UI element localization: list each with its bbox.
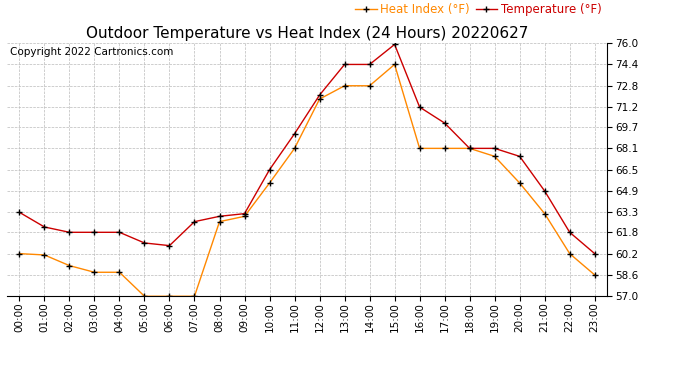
Text: Copyright 2022 Cartronics.com: Copyright 2022 Cartronics.com — [10, 47, 174, 57]
Line: Heat Index (°F): Heat Index (°F) — [16, 61, 598, 300]
Temperature (°F) — [15, 210, 23, 214]
Temperature (°F) — [90, 230, 99, 234]
Temperature (°F) — [591, 251, 599, 256]
Heat Index (°F) — [140, 294, 148, 298]
Temperature (°F) — [190, 219, 199, 224]
Temperature (°F) — [466, 146, 474, 151]
Heat Index (°F) — [40, 253, 48, 257]
Heat Index (°F) — [415, 146, 424, 151]
Heat Index (°F) — [566, 251, 574, 256]
Temperature (°F) — [66, 230, 74, 234]
Heat Index (°F) — [290, 146, 299, 151]
Heat Index (°F) — [340, 84, 348, 88]
Heat Index (°F) — [466, 146, 474, 151]
Heat Index (°F) — [215, 219, 224, 224]
Heat Index (°F) — [540, 211, 549, 216]
Temperature (°F) — [440, 121, 449, 125]
Heat Index (°F) — [240, 214, 248, 219]
Heat Index (°F) — [591, 273, 599, 277]
Temperature (°F) — [366, 62, 374, 67]
Heat Index (°F) — [266, 181, 274, 185]
Temperature (°F) — [290, 132, 299, 136]
Temperature (°F) — [240, 211, 248, 216]
Temperature (°F) — [166, 243, 174, 248]
Heat Index (°F) — [166, 294, 174, 298]
Temperature (°F) — [340, 62, 348, 67]
Legend: Heat Index (°F), Temperature (°F): Heat Index (°F), Temperature (°F) — [355, 3, 601, 16]
Heat Index (°F) — [366, 84, 374, 88]
Title: Outdoor Temperature vs Heat Index (24 Hours) 20220627: Outdoor Temperature vs Heat Index (24 Ho… — [86, 26, 529, 40]
Temperature (°F) — [215, 214, 224, 219]
Temperature (°F) — [540, 189, 549, 193]
Temperature (°F) — [391, 42, 399, 47]
Heat Index (°F) — [90, 270, 99, 274]
Line: Temperature (°F): Temperature (°F) — [16, 41, 598, 257]
Temperature (°F) — [491, 146, 499, 151]
Heat Index (°F) — [15, 251, 23, 256]
Heat Index (°F) — [190, 294, 199, 298]
Temperature (°F) — [40, 225, 48, 229]
Heat Index (°F) — [515, 181, 524, 185]
Temperature (°F) — [415, 105, 424, 110]
Heat Index (°F) — [391, 62, 399, 67]
Temperature (°F) — [515, 154, 524, 159]
Temperature (°F) — [266, 168, 274, 172]
Heat Index (°F) — [440, 146, 449, 151]
Heat Index (°F) — [115, 270, 124, 274]
Heat Index (°F) — [491, 154, 499, 159]
Temperature (°F) — [566, 230, 574, 234]
Temperature (°F) — [115, 230, 124, 234]
Heat Index (°F) — [315, 97, 324, 101]
Temperature (°F) — [315, 93, 324, 98]
Temperature (°F) — [140, 241, 148, 245]
Heat Index (°F) — [66, 263, 74, 268]
